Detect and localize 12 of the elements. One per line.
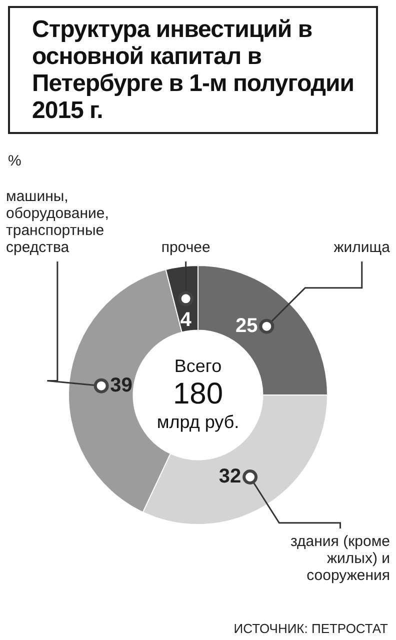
data-label: 25 [236, 314, 258, 337]
slice-label: машины, оборудование, транспортные средства [6, 188, 109, 256]
slice-label: жилища [334, 239, 391, 256]
text: Всего 180 млрд руб. [156, 356, 240, 432]
data-label: 39 [110, 374, 132, 396]
slice-label: прочее [161, 239, 210, 256]
text: % [8, 152, 22, 170]
slice-label: здания (кроме жилых) и сооружения [290, 533, 390, 584]
chart-title: Структура инвестиций в основной капитал в Петербурге в 1-м полугодии 2015 г. [8, 6, 378, 134]
data-label: 32 [218, 466, 242, 488]
text: ИСТОЧНИК: ПЕТРОСТАТ [234, 621, 388, 636]
data-label: 4 [180, 309, 192, 332]
